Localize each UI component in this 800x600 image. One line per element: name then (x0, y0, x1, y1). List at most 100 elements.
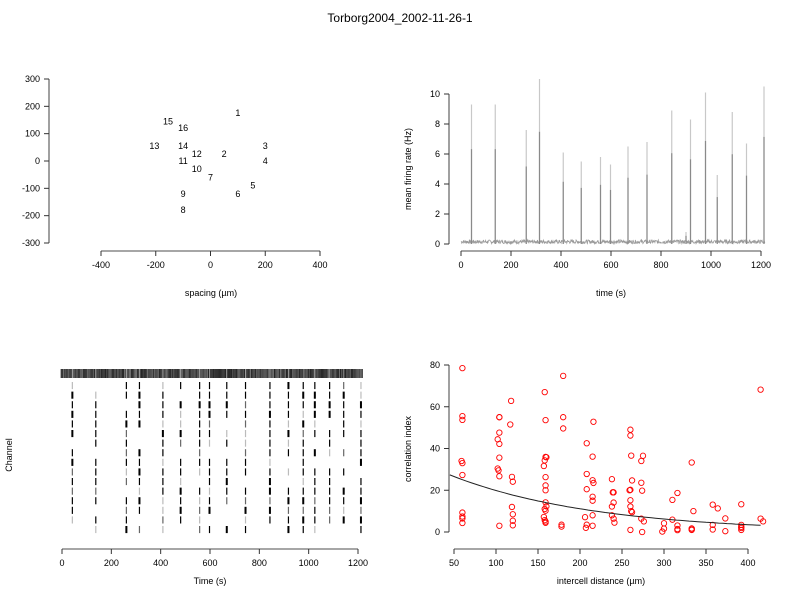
corr-point (459, 459, 466, 467)
corr-point (757, 386, 764, 393)
corr-point (610, 515, 617, 522)
rate-x-tick-label: 800 (653, 260, 668, 270)
cell-label-5: 5 (250, 181, 255, 191)
cell-label-14: 14 (178, 141, 188, 151)
corr-point (541, 516, 548, 524)
corr-point (674, 526, 681, 534)
corr-point (508, 473, 516, 481)
corr-x-tick-label: 150 (530, 558, 545, 568)
corr-point (628, 452, 635, 459)
corr-x-tick-label: 200 (572, 558, 587, 568)
corr-point (542, 487, 549, 494)
cell-label-12: 12 (192, 149, 202, 159)
rate-y-tick-label: 0 (435, 239, 440, 249)
corr-point (509, 517, 516, 524)
rate-y-tick-label: 10 (430, 89, 440, 99)
corr-point (738, 501, 745, 508)
panel-raster: Time (s) Channel 0 200 400 600 800 1000 1200 (4, 369, 368, 586)
corr-point (589, 493, 596, 500)
corr-point (542, 473, 549, 481)
corr-point (543, 454, 550, 461)
corr-x-tick-label: 300 (656, 558, 671, 568)
corr-point (496, 522, 503, 529)
layout-y-tick-label: -100 (22, 183, 40, 193)
figure-title: Torborg2004_2002-11-26-1 (327, 11, 473, 25)
corr-point (627, 426, 634, 433)
corr-x-tick-label: 400 (740, 558, 755, 568)
corr-point (542, 519, 549, 526)
corr-point (496, 440, 503, 448)
corr-point (459, 364, 466, 372)
rate-ylabel: mean firing rate (Hz) (403, 128, 413, 210)
corr-point (542, 482, 549, 489)
corr-point (611, 519, 618, 526)
corr-point (507, 397, 515, 405)
raster-x-tick-label: 600 (202, 558, 217, 568)
rate-x-tick-label: 600 (603, 260, 618, 270)
raster-x-tick-label: 200 (104, 558, 119, 568)
corr-xlabel: intercell distance (µm) (557, 576, 645, 586)
corr-point (509, 478, 516, 485)
corr-point (589, 477, 596, 484)
corr-point (709, 526, 716, 533)
corr-point (627, 503, 634, 510)
rate-y-tick-label: 8 (435, 119, 440, 129)
corr-point (496, 454, 503, 461)
corr-point (759, 518, 767, 525)
corr-point (583, 486, 590, 493)
corr-point (674, 489, 681, 497)
rate-baseline-trace (460, 238, 766, 246)
corr-point (688, 526, 695, 534)
corr-point (459, 471, 466, 479)
corr-point (690, 507, 697, 515)
corr-point (459, 513, 466, 520)
corr-point (628, 507, 635, 515)
corr-y-tick-label: 40 (430, 444, 440, 454)
corr-point (582, 524, 590, 531)
corr-point (722, 528, 729, 535)
layout-y-tick-label: 0 (35, 156, 40, 166)
rate-y-tick-label: 2 (435, 209, 440, 219)
corr-ylabel: correlation index (403, 415, 413, 482)
corr-y-tick-label: 0 (435, 527, 440, 537)
raster-x-tick-label: 0 (59, 558, 64, 568)
corr-point (589, 512, 596, 519)
layout-y-tick-label: -200 (22, 211, 40, 221)
corr-point (660, 520, 668, 527)
cell-label-2: 2 (222, 149, 227, 159)
raster-xlabel: Time (s) (194, 576, 227, 586)
corr-x-tick-label: 50 (449, 558, 459, 568)
corr-point (560, 372, 567, 380)
panel-firing-rate: time (s) mean firing rate (Hz) 0 200 400 60… (403, 79, 771, 298)
panel-electrode-layout: spacing (µm) -400 -200 0 200 400 -300 -200 -100… (22, 74, 328, 298)
layout-x-tick-label: 400 (312, 260, 327, 270)
cell-label-10: 10 (192, 164, 202, 174)
corr-point (639, 452, 647, 459)
layout-x-tick-label: -200 (147, 260, 165, 270)
corr-point (608, 476, 616, 483)
corr-point (738, 524, 745, 532)
layout-xlabel: spacing (µm) (185, 288, 237, 298)
corr-point (627, 486, 634, 493)
layout-x-tick-label: 0 (208, 260, 213, 270)
corr-point (459, 412, 466, 420)
rate-x-tick-label: 400 (553, 260, 568, 270)
corr-point (581, 514, 589, 521)
corr-y-tick-label: 80 (430, 360, 440, 370)
corr-point (627, 526, 634, 534)
corr-point (583, 470, 590, 478)
corr-point (558, 523, 565, 530)
layout-x-tick-label: 200 (258, 260, 273, 270)
corr-point (459, 519, 466, 527)
corr-point (542, 507, 549, 514)
corr-point (627, 432, 634, 439)
layout-y-tick-label: 300 (25, 74, 40, 84)
corr-point (496, 414, 503, 421)
corr-point (496, 429, 503, 436)
corr-point (558, 521, 565, 528)
corr-y-tick-label: 20 (430, 485, 440, 495)
corr-point (459, 416, 466, 424)
rate-y-tick-label: 6 (435, 149, 440, 159)
raster-ylabel: Channel (4, 438, 14, 472)
